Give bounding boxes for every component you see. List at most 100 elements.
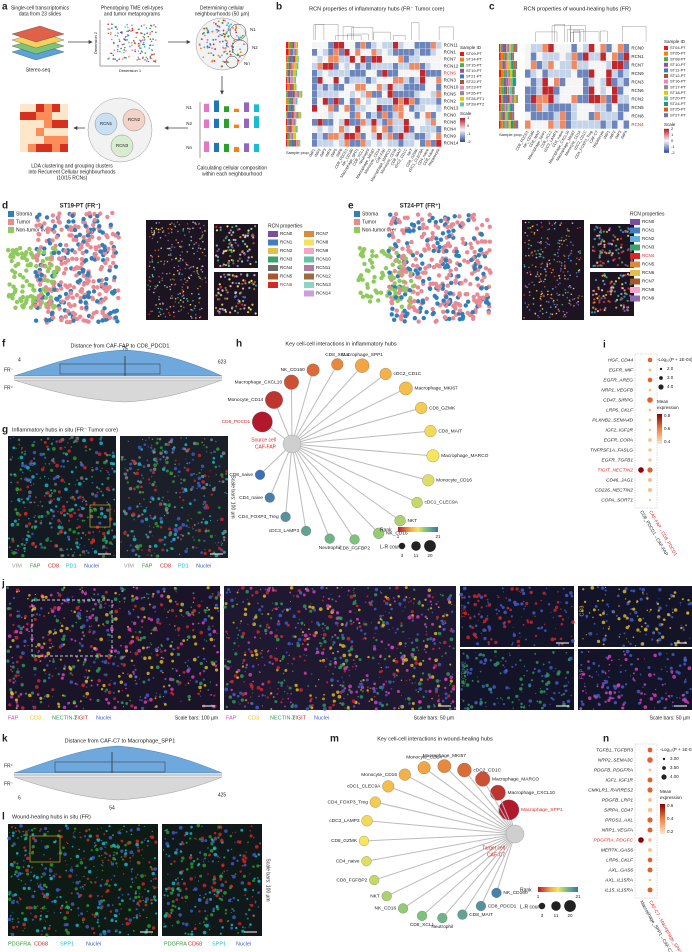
heat-cell <box>554 44 560 53</box>
rcn-spot <box>161 279 163 282</box>
signal <box>105 551 108 554</box>
tissue-spot <box>401 230 406 236</box>
tissue-spot <box>405 311 410 316</box>
rcn-spot <box>578 269 581 271</box>
signal <box>77 482 82 486</box>
edge <box>291 365 363 445</box>
rcn-spot <box>161 227 164 229</box>
node <box>306 363 320 377</box>
sample-prop <box>295 84 297 91</box>
tissue-spot <box>456 301 461 307</box>
signal <box>74 549 76 551</box>
node <box>324 533 335 544</box>
label: NKT <box>406 147 414 156</box>
rcn-spot <box>540 266 542 269</box>
rcn-spot <box>626 264 629 268</box>
cell-dot <box>211 47 214 50</box>
heat-cell <box>542 52 548 61</box>
signal <box>99 506 104 511</box>
cell-dot <box>203 27 206 30</box>
rcn-spot <box>538 316 541 319</box>
heat-cell <box>414 133 420 140</box>
signal <box>173 527 178 532</box>
heat-cell <box>393 119 399 126</box>
heat-cell <box>436 56 442 63</box>
heat-cell <box>355 133 361 140</box>
label: RCN14 <box>444 141 459 146</box>
tissue-spot <box>357 245 363 251</box>
dot <box>647 867 653 873</box>
signal <box>212 629 217 634</box>
cell-dot <box>206 46 209 49</box>
umap-dot <box>150 54 152 57</box>
tissue-spot <box>435 240 440 246</box>
tissue-spot <box>479 222 485 228</box>
sample-prop <box>506 112 509 120</box>
heat-cell <box>382 98 388 105</box>
label: Macrophage_SPP1 <box>341 352 383 358</box>
signal <box>169 472 172 475</box>
signal <box>55 544 59 548</box>
signal <box>50 526 53 529</box>
signal <box>197 528 202 533</box>
heat-cell <box>565 69 572 78</box>
signal <box>89 628 91 631</box>
heat-cell <box>333 56 339 63</box>
cell-dot <box>214 48 217 50</box>
umap-dot <box>114 34 117 37</box>
umap-dot <box>110 33 112 36</box>
umap-dot <box>136 31 139 34</box>
heat-cell <box>312 77 318 84</box>
signal <box>159 516 163 521</box>
heat-cell <box>525 69 531 78</box>
cell-dot <box>228 24 231 27</box>
rcn-spot <box>232 262 235 265</box>
rcn-spot <box>196 270 198 272</box>
sample-prop <box>512 86 514 95</box>
label: RCN0 <box>642 219 655 224</box>
signal <box>16 645 20 649</box>
heat-cell <box>420 126 426 133</box>
sample-prop <box>288 119 290 126</box>
label: CD4_naive <box>336 858 360 864</box>
signal <box>164 678 167 680</box>
rcn-spot <box>617 248 620 251</box>
signal <box>127 506 132 511</box>
signal <box>171 693 175 696</box>
rcn-spot <box>558 293 561 296</box>
tissue-spot <box>436 273 442 278</box>
signal <box>46 445 49 449</box>
signal <box>46 447 50 451</box>
signal <box>146 463 151 468</box>
edge <box>496 833 516 894</box>
node <box>369 796 381 808</box>
signal <box>113 597 118 602</box>
signal <box>26 485 30 489</box>
signal <box>47 676 51 680</box>
tissue-spot <box>371 279 376 284</box>
rcn-spot <box>167 311 170 314</box>
heat-cell <box>536 86 543 95</box>
rcn-spot <box>610 243 614 246</box>
label: L-R count <box>380 544 402 550</box>
label: 1 <box>397 534 400 539</box>
tissue-spot <box>110 210 115 216</box>
signal <box>8 678 12 682</box>
heat-cell <box>371 63 377 70</box>
rcn-swatch <box>630 261 640 268</box>
heat-cell <box>393 105 399 112</box>
signal <box>30 691 35 695</box>
tissue-spot <box>60 256 65 261</box>
umap-dot <box>125 57 127 59</box>
rcn-spot <box>620 251 623 254</box>
cell-dot <box>222 19 225 22</box>
tissue-spot <box>476 260 481 265</box>
edge <box>386 833 516 897</box>
sample-prop <box>297 140 299 147</box>
heat-cell <box>414 77 420 84</box>
signal <box>209 694 211 696</box>
heat-cell <box>577 52 583 61</box>
rcn-spot <box>623 295 626 298</box>
signal <box>53 489 57 493</box>
signal <box>23 546 26 550</box>
